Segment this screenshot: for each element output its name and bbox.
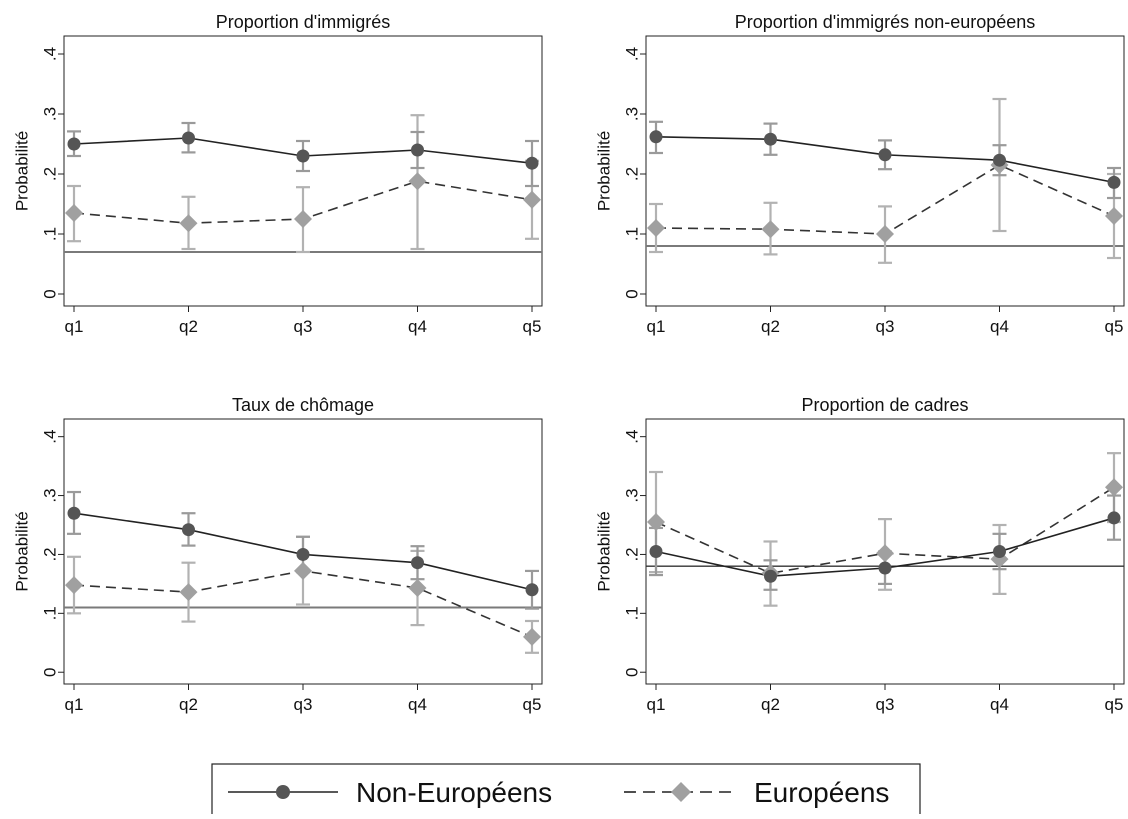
non-europeens-point xyxy=(764,132,777,146)
y-axis-label: Probabilité xyxy=(595,131,614,211)
y-tick-label: .2 xyxy=(623,547,642,561)
chart-panel: Proportion d'immigrés 0 .1 .2 .3 .4 Probabilit… xyxy=(13,12,543,336)
x-tick-label: q5 xyxy=(1105,695,1124,714)
x-tick-label: q5 xyxy=(523,695,542,714)
non-europeens-point xyxy=(525,156,539,170)
y-tick-label: 0 xyxy=(623,667,642,676)
y-tick-label: 0 xyxy=(41,289,60,298)
non-europeens-point xyxy=(649,545,663,558)
x-tick-label: q4 xyxy=(408,317,427,336)
x-tick-label: q4 xyxy=(990,695,1009,714)
y-tick-label: .4 xyxy=(623,47,642,61)
europeens-point xyxy=(408,579,427,598)
non-europeens-point xyxy=(182,131,195,145)
non-europeens-point xyxy=(411,556,424,570)
x-tick-label: q1 xyxy=(65,317,84,336)
non-europeens-point xyxy=(764,569,777,583)
europeens-point xyxy=(876,544,894,563)
europeens-point xyxy=(876,225,894,243)
europeens-point xyxy=(65,576,83,595)
chart-title: Proportion d'immigrés non-européens xyxy=(735,12,1036,32)
y-tick-label: 0 xyxy=(41,667,60,676)
europeens-point xyxy=(761,220,780,239)
y-tick-label: .3 xyxy=(41,488,60,502)
europeens-point xyxy=(408,172,427,191)
x-tick-label: q2 xyxy=(179,317,198,336)
y-tick-label: .2 xyxy=(41,167,60,181)
legend-label-non-europeens: Non-Européens xyxy=(356,777,552,808)
x-tick-label: q1 xyxy=(647,695,666,714)
y-tick-label: .1 xyxy=(623,606,642,620)
y-tick-label: .2 xyxy=(623,167,642,181)
chart-panel: Proportion d'immigrés non-européens 0 .1 .2… xyxy=(595,12,1125,336)
europeens-point xyxy=(179,214,198,233)
y-axis-label: Probabilité xyxy=(595,511,614,591)
non-europeens-point xyxy=(411,143,424,157)
europeens-point xyxy=(523,627,541,646)
y-tick-label: .2 xyxy=(41,547,60,561)
non-europeens-point xyxy=(1107,175,1121,189)
non-europeens-point xyxy=(525,583,539,597)
europeens-point xyxy=(65,204,83,222)
chart-title: Taux de chômage xyxy=(232,395,374,415)
y-tick-label: .3 xyxy=(41,107,60,121)
non-europeens-point xyxy=(67,506,81,520)
y-tick-label: .1 xyxy=(41,227,60,241)
y-tick-label: .3 xyxy=(623,107,642,121)
non-europeens-point xyxy=(649,130,663,144)
chart-panel: Proportion de cadres 0 .1 .2 .3 .4 Probabilité… xyxy=(595,395,1125,714)
x-tick-label: q5 xyxy=(1105,317,1124,336)
x-tick-label: q2 xyxy=(761,695,780,714)
legend-marker-non-europeens xyxy=(276,785,290,799)
x-tick-label: q3 xyxy=(876,317,895,336)
chart-panel: Taux de chômage 0 .1 .2 .3 .4 Probabilité q1 q2 q… xyxy=(13,395,543,714)
x-tick-label: q3 xyxy=(876,695,895,714)
y-axis-label: Probabilité xyxy=(13,131,32,211)
non-europeens-point xyxy=(993,545,1006,558)
non-europeens-point xyxy=(296,149,310,163)
x-tick-label: q3 xyxy=(294,695,313,714)
europeens-point xyxy=(1105,478,1123,497)
europeens-point xyxy=(647,219,665,237)
non-europeens-point xyxy=(296,547,310,561)
y-tick-label: .1 xyxy=(41,606,60,620)
chart-title: Proportion d'immigrés xyxy=(216,12,391,32)
europeens-point xyxy=(294,210,312,228)
europeens-point xyxy=(179,583,198,602)
y-tick-label: .3 xyxy=(623,488,642,502)
x-tick-label: q1 xyxy=(647,317,666,336)
non-europeens-point xyxy=(878,148,892,162)
europeens-point xyxy=(523,190,541,209)
non-europeens-point xyxy=(67,137,81,151)
non-europeens-point xyxy=(878,561,892,575)
non-europeens-point xyxy=(182,523,195,537)
y-tick-label: .4 xyxy=(41,47,60,61)
europeens-point xyxy=(294,561,312,580)
legend-label-europeens: Européens xyxy=(754,777,889,808)
x-tick-label: q2 xyxy=(179,695,198,714)
x-tick-label: q3 xyxy=(294,317,313,336)
x-tick-label: q5 xyxy=(523,317,542,336)
y-tick-label: .4 xyxy=(623,430,642,444)
non-europeens-point xyxy=(993,153,1006,167)
europeens-point xyxy=(647,513,665,532)
chart-title: Proportion de cadres xyxy=(801,395,968,415)
x-tick-label: q4 xyxy=(408,695,427,714)
x-tick-label: q2 xyxy=(761,317,780,336)
europeens-point xyxy=(1105,207,1123,225)
y-tick-label: 0 xyxy=(623,289,642,298)
y-tick-label: .4 xyxy=(41,430,60,444)
non-europeens-point xyxy=(1107,511,1121,525)
y-tick-label: .1 xyxy=(623,227,642,241)
legend-marker-europeens xyxy=(671,782,691,802)
x-tick-label: q1 xyxy=(65,695,84,714)
x-tick-label: q4 xyxy=(990,317,1009,336)
legend: Non-Européens Européens xyxy=(211,763,921,819)
y-axis-label: Probabilité xyxy=(13,511,32,591)
